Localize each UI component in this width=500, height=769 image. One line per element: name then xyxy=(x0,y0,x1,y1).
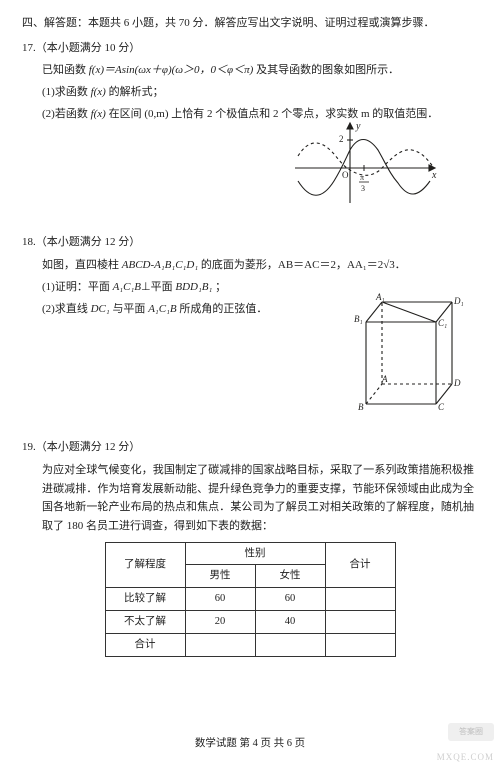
svg-text:O: O xyxy=(342,170,349,180)
table-row: 了解程度 性别 合计 xyxy=(105,542,395,565)
td: 60 xyxy=(185,588,255,611)
th-female: 女性 xyxy=(255,565,325,588)
q17-part1-a: (1)求函数 xyxy=(42,86,91,98)
q18-line1-b: ABCD-A₁B₁C₁D₁ xyxy=(122,259,198,271)
q18-p2a: (2)求直线 xyxy=(42,303,91,315)
svg-text:D: D xyxy=(453,378,461,388)
q19-title: 19.（本小题满分 12 分） xyxy=(22,438,478,457)
svg-text:y: y xyxy=(355,121,361,132)
q18-p2d: A₁C₁B xyxy=(148,303,176,315)
q18-p2e: 所成角的正弦值． xyxy=(177,303,268,315)
td: 40 xyxy=(255,611,325,634)
th-total: 合计 xyxy=(325,542,395,588)
q17-title: 17.（本小题满分 10 分） xyxy=(22,39,478,58)
section-header: 四、解答题：本题共 6 小题，共 70 分．解答应写出文字说明、证明过程或演算步… xyxy=(22,14,478,33)
q18-line1-a: 如图，直四棱柱 xyxy=(42,259,122,271)
td xyxy=(325,611,395,634)
th-male: 男性 xyxy=(185,565,255,588)
q19-table: 了解程度 性别 合计 男性 女性 比较了解 60 60 不太了解 20 40 合… xyxy=(105,542,396,657)
question-17: 17.（本小题满分 10 分） 已知函数 f(x)＝Asin(ωx＋φ)(ω＞0… xyxy=(22,39,478,124)
td xyxy=(325,634,395,657)
svg-text:x: x xyxy=(431,170,437,181)
q17-part1-b: f(x) xyxy=(91,86,106,98)
th-understand: 了解程度 xyxy=(105,542,185,588)
svg-text:2: 2 xyxy=(339,134,344,144)
q18-p2b: DC₁ xyxy=(91,303,110,315)
svg-text:3: 3 xyxy=(361,184,365,193)
q17-part1-c: 的解析式； xyxy=(106,86,164,98)
svg-text:C: C xyxy=(438,402,445,412)
q17-line1-b: f(x)＝Asin(ωx＋φ)(ω＞0，0＜φ＜π) xyxy=(89,64,254,76)
td: 60 xyxy=(255,588,325,611)
svg-text:A: A xyxy=(381,374,388,384)
q18-p1b: A₁C₁B xyxy=(113,281,141,293)
td xyxy=(325,588,395,611)
td: 合计 xyxy=(105,634,185,657)
td xyxy=(255,634,325,657)
q18-line1-c: 的底面为菱形，AB＝AC＝2，AA₁＝2√3． xyxy=(198,259,406,271)
q18-svg: A₁ B₁ C₁ D₁ A B C D xyxy=(352,292,464,412)
svg-text:C₁: C₁ xyxy=(438,318,447,328)
q19-paragraph: 为应对全球气候变化，我国制定了碳减排的国家战略目标，采取了一系列政策措施积极推进… xyxy=(22,461,478,536)
q17-line1-a: 已知函数 xyxy=(42,64,89,76)
svg-text:D₁: D₁ xyxy=(453,296,464,306)
td: 不太了解 xyxy=(105,611,185,634)
q17-figure: y 2 x O π 3 xyxy=(290,118,440,208)
td: 20 xyxy=(185,611,255,634)
q18-title: 18.（本小题满分 12 分） xyxy=(22,233,478,252)
q17-part1: (1)求函数 f(x) 的解析式； xyxy=(22,83,478,102)
table-row: 合计 xyxy=(105,634,395,657)
td: 比较了解 xyxy=(105,588,185,611)
q17-line1: 已知函数 f(x)＝Asin(ωx＋φ)(ω＞0，0＜φ＜π) 及其导函数的图象… xyxy=(22,61,478,80)
svg-text:B₁: B₁ xyxy=(354,314,363,324)
table-row: 比较了解 60 60 xyxy=(105,588,395,611)
q18-line1: 如图，直四棱柱 ABCD-A₁B₁C₁D₁ 的底面为菱形，AB＝AC＝2，AA₁… xyxy=(22,256,478,275)
q18-p1a: (1)证明：平面 xyxy=(42,281,113,293)
watermark-badge: 答案圈 xyxy=(448,723,494,741)
q17-line1-c: 及其导函数的图象如图所示． xyxy=(253,64,399,76)
td xyxy=(185,634,255,657)
q17-part2-a: (2)若函数 xyxy=(42,108,91,120)
th-gender: 性别 xyxy=(185,542,325,565)
svg-text:B: B xyxy=(358,402,364,412)
q18-p2c: 与平面 xyxy=(110,303,149,315)
q17-part2-b: f(x) xyxy=(91,108,106,120)
table-row: 不太了解 20 40 xyxy=(105,611,395,634)
q18-p1e: ； xyxy=(212,281,226,293)
watermark-text: MXQE.COM xyxy=(437,750,494,765)
q18-p1c: ⊥平面 xyxy=(141,281,175,293)
q17-svg: y 2 x O π 3 xyxy=(290,118,440,208)
svg-text:π: π xyxy=(360,173,364,182)
question-19: 19.（本小题满分 12 分） 为应对全球气候变化，我国制定了碳减排的国家战略目… xyxy=(22,438,478,657)
q18-p1d: BDD₁B₁ xyxy=(175,281,212,293)
svg-text:A₁: A₁ xyxy=(375,292,385,302)
page-footer: 数学试题 第 4 页 共 6 页 xyxy=(0,735,500,753)
q18-figure: A₁ B₁ C₁ D₁ A B C D xyxy=(352,292,464,412)
